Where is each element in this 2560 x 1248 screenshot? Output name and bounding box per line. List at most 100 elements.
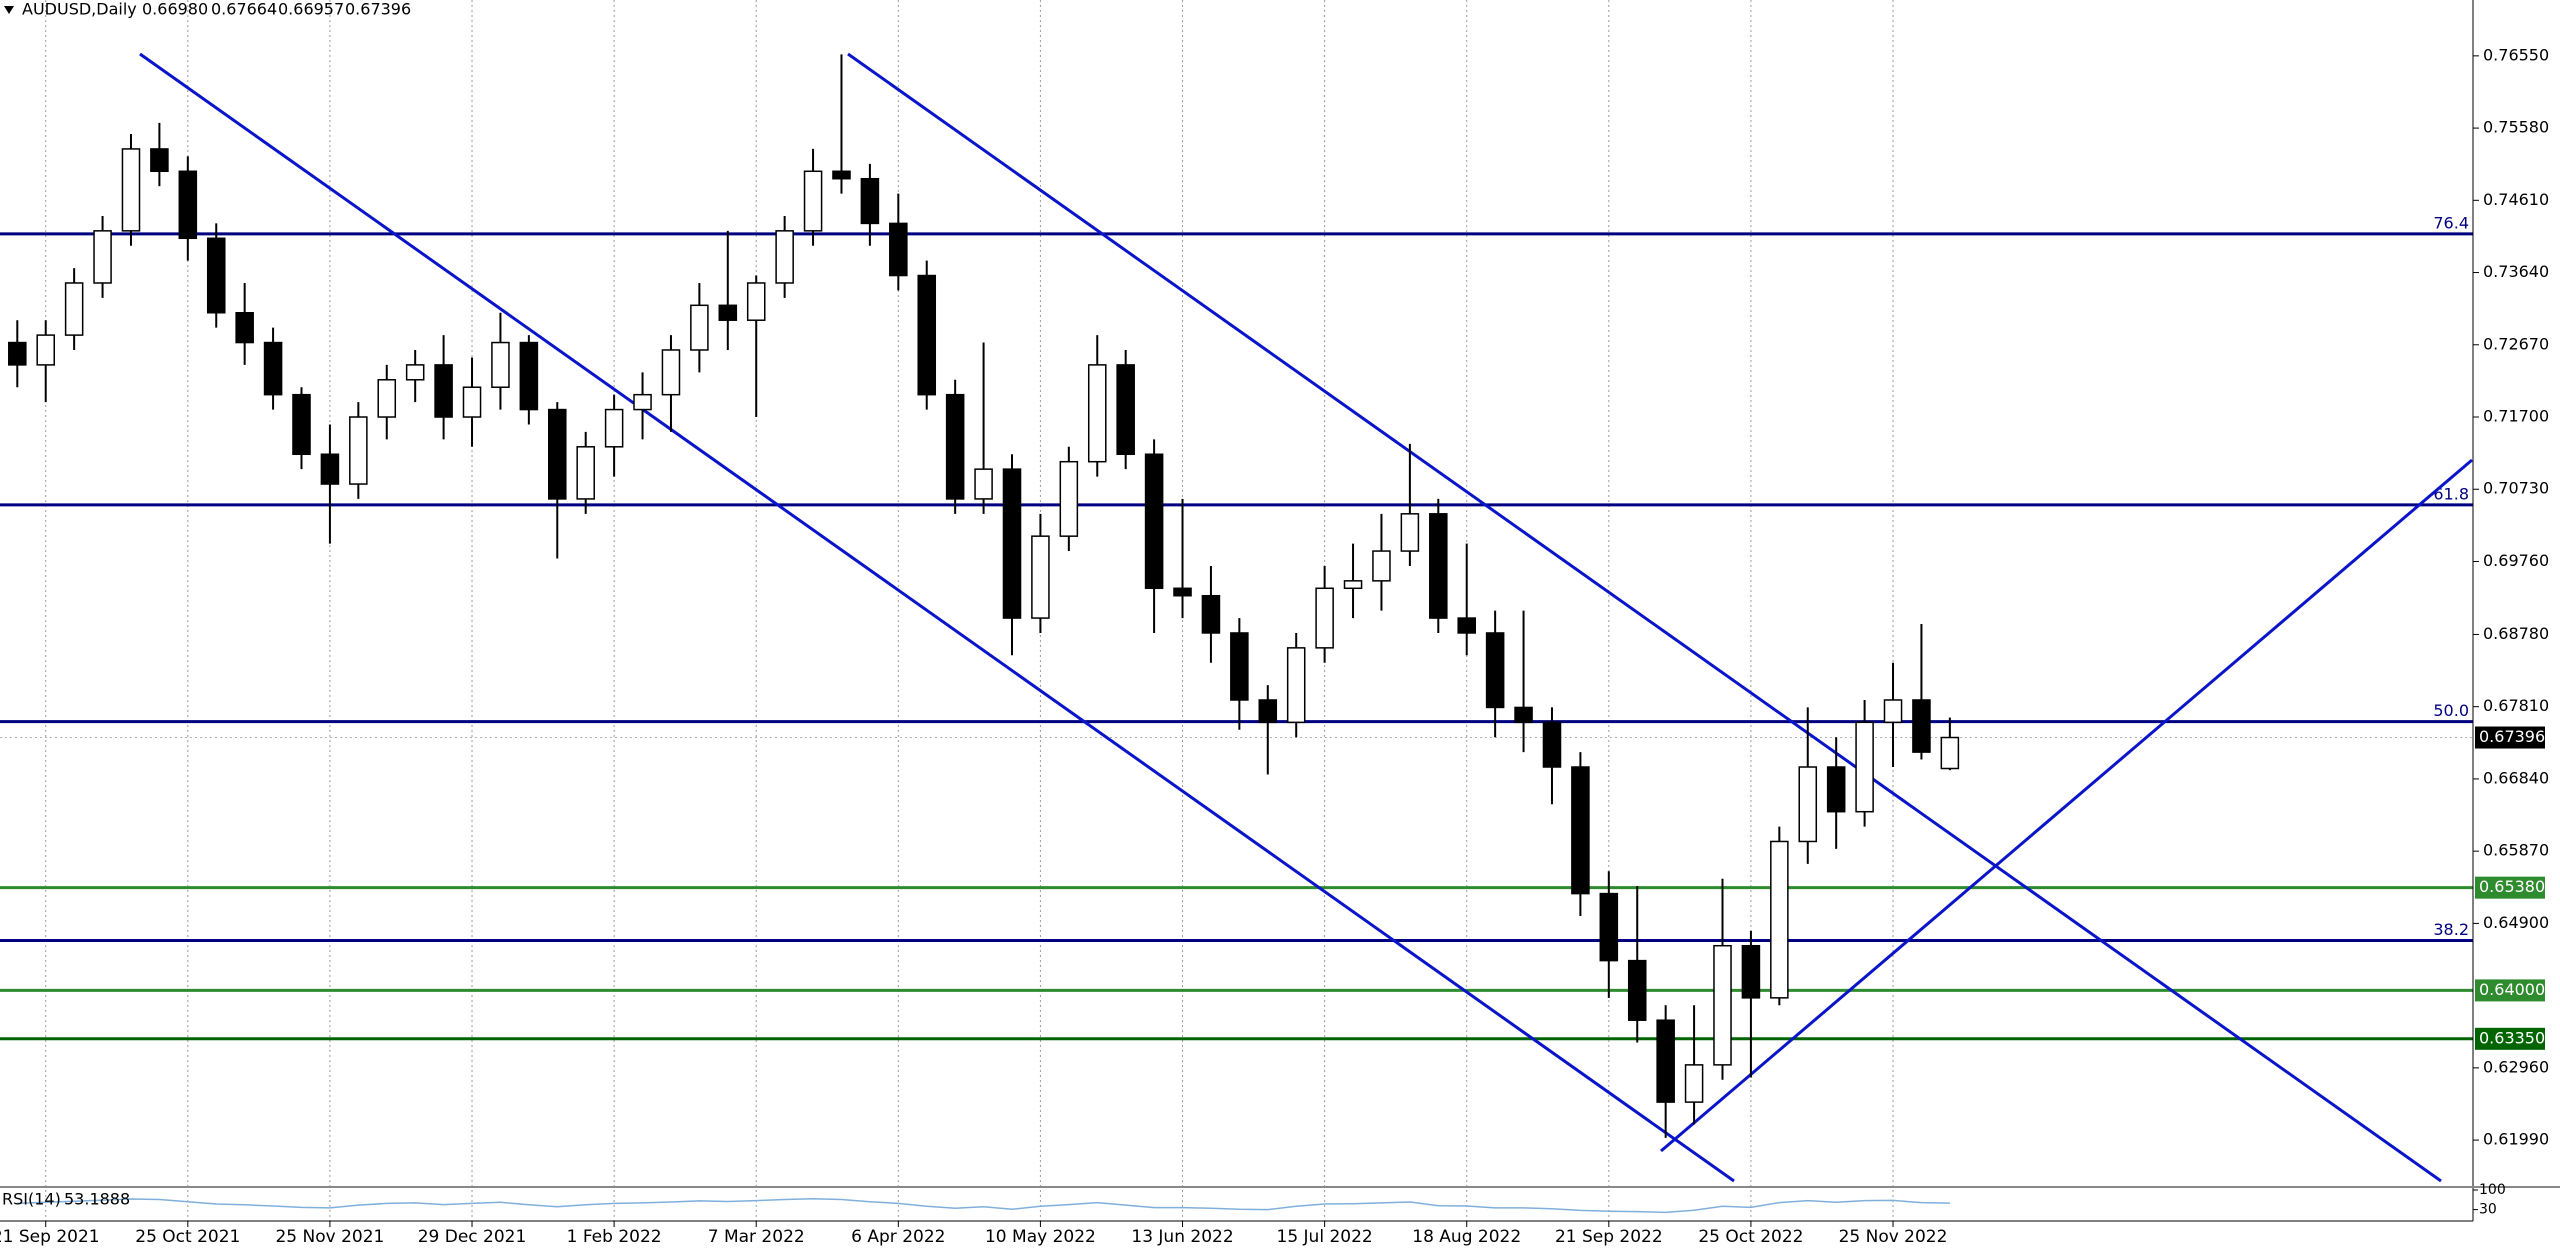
candle-body [1315, 587, 1334, 649]
price-tag [2475, 979, 2545, 1002]
y-tick-label: 0.68780 [2483, 624, 2549, 643]
trendline [1660, 458, 2473, 1153]
quote-high: 0.67664 [211, 0, 277, 19]
x-tick-label: 25 Oct 2021 [135, 1227, 240, 1247]
rsi-line [17, 1197, 1950, 1214]
candle-body [661, 349, 681, 396]
candles [8, 54, 1960, 1138]
price-tag-label: 0.63350 [2479, 1028, 2545, 1047]
candle-body [235, 312, 254, 344]
price-tag [2475, 876, 2545, 899]
candle-body [178, 170, 198, 240]
candle-body [1571, 766, 1590, 895]
candle-body [1286, 647, 1306, 724]
rsi-name: RSI(14) [2, 1190, 61, 1209]
candle-body [1485, 632, 1505, 709]
quote-open: 0.66980 [142, 0, 208, 19]
fib-label: 50.0 [2433, 701, 2469, 720]
candle-body [1173, 587, 1192, 597]
candle-body [349, 416, 368, 485]
candle-body [548, 408, 567, 500]
price-tag-label: 0.65380 [2479, 877, 2545, 896]
candle-body [1144, 453, 1164, 590]
candle-body [1713, 944, 1732, 1066]
candle-body [206, 237, 226, 314]
candle-body [775, 230, 794, 284]
candle-body [93, 230, 112, 284]
candle-body [604, 408, 624, 448]
candle-body [1940, 736, 1960, 770]
candle-body [405, 364, 425, 381]
fib-label: 61.8 [2433, 484, 2469, 503]
candle-body [1230, 632, 1249, 701]
trendline [139, 52, 1735, 1183]
candle-body [377, 379, 397, 418]
candle-body [945, 393, 965, 500]
quote-low: 0.66957 [278, 0, 344, 19]
candle-body [1542, 721, 1562, 768]
candle-body [1343, 580, 1363, 590]
candle-body [150, 148, 169, 173]
candle-body [917, 274, 937, 396]
candle-body [974, 468, 993, 500]
candle-body [292, 393, 311, 455]
y-tick-label: 0.65870 [2483, 841, 2549, 860]
candle-body [633, 393, 652, 411]
candle-body [832, 170, 851, 180]
candle-body [36, 334, 55, 366]
candle-body [1627, 959, 1647, 1021]
rsi-tick-label: 100 [2479, 1182, 2506, 1198]
y-tick-label: 0.66840 [2483, 768, 2549, 787]
candle-body [1656, 1019, 1675, 1103]
quote-close: 0.67396 [345, 0, 411, 19]
candle-body [1514, 706, 1533, 724]
rsi-value: 53.1888 [64, 1190, 130, 1209]
candle-body [1116, 364, 1135, 455]
fib-label: 76.4 [2433, 213, 2469, 232]
y-tick-label: 0.71700 [2483, 407, 2549, 426]
price-tag [2475, 1027, 2545, 1050]
axes: 0.76550 0.75580 0.74610 0.73640 0.72670 0.717… [0, 45, 2549, 1247]
y-tick-label: 0.76550 [2483, 45, 2549, 64]
x-tick-label: 1 Feb 2022 [567, 1227, 662, 1247]
rsi-tick-label: 30 [2479, 1202, 2497, 1218]
fib-label: 38.2 [2433, 920, 2469, 939]
x-tick-label: 25 Nov 2022 [1839, 1227, 1948, 1247]
y-tick-label: 0.70730 [2483, 479, 2549, 498]
candle-body [64, 282, 84, 336]
y-tick-label: 0.62960 [2483, 1057, 2549, 1076]
candle-body [1741, 944, 1761, 999]
candle-body [889, 222, 908, 277]
x-tick-label: 25 Oct 2022 [1698, 1227, 1803, 1247]
candle-body [1002, 468, 1022, 619]
y-tick-label: 0.69760 [2483, 551, 2549, 570]
y-tick-label: 0.61990 [2483, 1130, 2549, 1149]
candle-body [434, 364, 453, 418]
y-tick-label: 0.75580 [2483, 118, 2549, 137]
candle-body [121, 148, 141, 232]
candle-body [746, 282, 766, 321]
trendline [847, 52, 2442, 1183]
candle-body [1912, 699, 1931, 753]
x-tick-label: 10 May 2022 [985, 1227, 1096, 1247]
candle-body [491, 341, 510, 388]
menu-triangle[interactable] [4, 6, 14, 14]
candle-body [462, 386, 482, 418]
x-tick-label: 21 Sep 2021 [0, 1227, 100, 1247]
levels: 76.4 61.8 50.0 38.2 [0, 213, 2473, 1041]
candle-body [690, 304, 709, 351]
x-tick-label: 13 Jun 2022 [1131, 1227, 1233, 1247]
x-tick-label: 7 Mar 2022 [708, 1227, 805, 1247]
y-tick-label: 0.67810 [2483, 696, 2549, 715]
candle-body [320, 453, 340, 485]
last-price-tag [2475, 726, 2545, 749]
candle-body [718, 304, 738, 321]
y-tick-label: 0.64900 [2483, 913, 2549, 932]
candle-body [803, 170, 823, 232]
y-tick-label: 0.74610 [2483, 190, 2549, 209]
candle-body [1201, 594, 1221, 634]
x-tick-label: 15 Jul 2022 [1277, 1227, 1373, 1247]
trendlines [139, 52, 2473, 1183]
